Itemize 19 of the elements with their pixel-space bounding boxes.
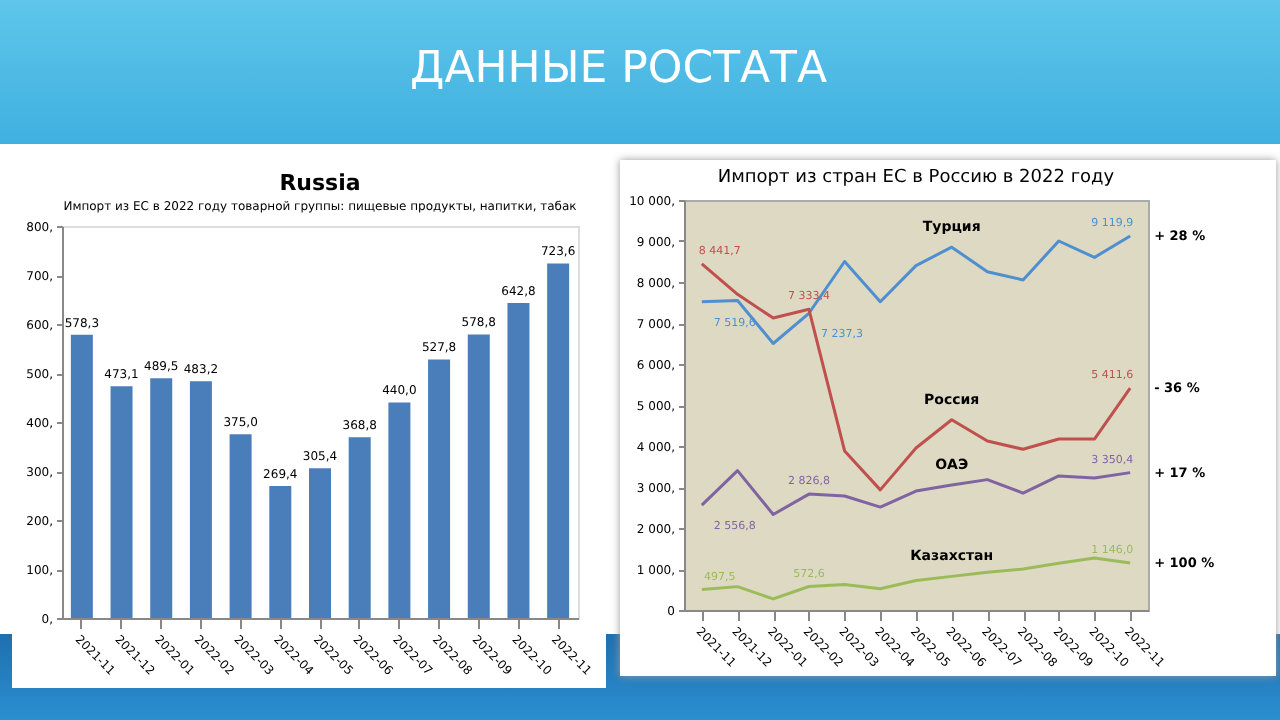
chart-title: Russia (279, 170, 361, 196)
bar (388, 402, 411, 618)
bar (507, 303, 530, 618)
bar (269, 485, 292, 618)
bar (309, 468, 331, 618)
bar (467, 334, 490, 618)
bar (189, 381, 212, 618)
bar (428, 359, 451, 618)
bar (110, 386, 133, 618)
bar (547, 263, 570, 618)
bar (348, 437, 371, 618)
text: ДАННЫЕ РОСТАТА (410, 44, 828, 94)
bar (70, 334, 93, 618)
line-series (700, 234, 1132, 345)
line-series (700, 469, 1132, 516)
bar (150, 378, 173, 618)
line-series (700, 262, 1132, 492)
chart-title: Импорт из стран ЕС в Россию в 2022 году (717, 168, 1116, 188)
bar (229, 434, 252, 618)
